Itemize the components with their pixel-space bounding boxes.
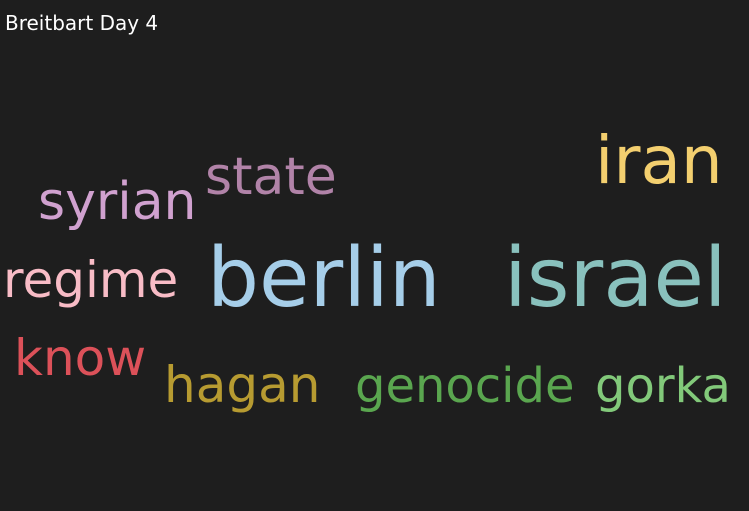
word-israel: israel [504,231,727,326]
word-berlin: berlin [207,231,441,326]
word-state: state [205,147,337,207]
word-hagan: hagan [164,356,321,414]
word-gorka: gorka [595,358,731,414]
word-genocide: genocide [355,358,575,414]
word-iran: iran [595,122,723,199]
word-know: know [14,329,147,387]
word-syrian: syrian [38,172,197,232]
chart-title: Breitbart Day 4 [5,11,159,35]
word-regime: regime [3,251,179,309]
